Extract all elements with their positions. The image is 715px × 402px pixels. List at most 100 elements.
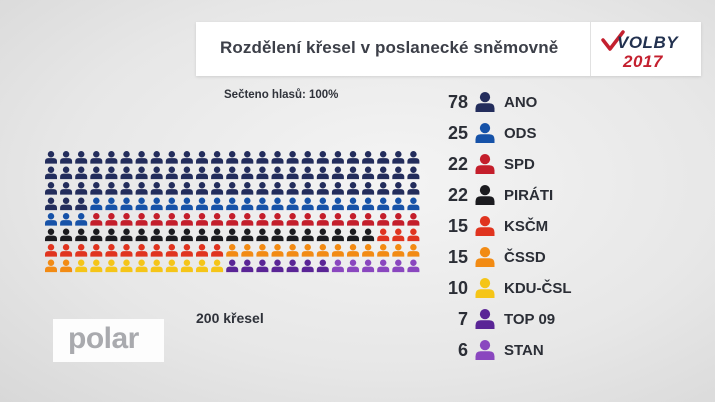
seat-icon-ano [45,197,57,211]
seat-icon-ano [75,151,88,164]
total-seats-label: 200 křesel [196,310,264,326]
person-icon [475,216,495,236]
legend-seat-count: 10 [447,278,468,298]
seat-icon-spd [271,213,284,226]
seat-icon-piráti [331,228,344,242]
seat-icon-čssd [256,244,269,257]
legend-seat-count: 7 [457,309,468,329]
legend-item: 22 SPD [432,152,692,183]
person-icon [475,309,495,329]
seat-icon-stan [331,259,344,273]
seat-icon-ano [135,182,148,195]
seat-icon-ods [377,197,390,211]
seat-icon-ano [75,197,88,211]
legend-person-glyph [475,247,495,267]
counted-votes-label: Sečteno hlasů: 100% [224,89,339,101]
legend-seat-count: 22 [447,185,468,205]
seat-icon-čssd [60,259,73,273]
legend-item: 25 ODS [432,121,692,152]
seat-icon-piráti [150,228,163,242]
seat-icon-ano [347,151,359,164]
seat-icon-ano [105,182,118,195]
seat-icon-ano [135,151,148,164]
seat-icon-spd [241,213,254,226]
seat-icon-spd [286,213,299,226]
seat-icon-ano [180,151,193,164]
seat-icon-ods [45,213,57,226]
seat-icon-ksčm [90,244,103,257]
seat-icon-ano [75,182,88,195]
seat-icon-kdu-čsl [75,259,88,273]
title-banner: Rozdělení křesel v poslanecké sněmovně V… [196,22,701,76]
checkmark-icon [601,30,625,51]
seat-icon-piráti [347,228,359,242]
seat-icon-ods [90,197,103,211]
seat-icon-ano [165,166,178,180]
seat-icon-ano [362,182,375,195]
seat-icon-ano [377,151,390,164]
seat-icon-ods [226,197,239,211]
logo-volby: VOLBY [617,33,679,52]
legend-item: 22 PIRÁTI [432,183,692,214]
legend-seat-count: 6 [457,340,468,360]
legend-item: 6 STAN [432,338,692,369]
seat-icon-top-09 [256,259,269,273]
seat-icon-ano [45,151,57,164]
seat-icon-ods [256,197,269,211]
legend-person-glyph [475,278,495,298]
seat-icon-piráti [316,228,329,242]
seat-icon-ano [256,182,269,195]
seat-icon-ods [301,197,314,211]
seat-icon-čssd [301,244,314,257]
seat-icon-spd [180,213,193,226]
seat-icon-ods [286,197,299,211]
legend-person-glyph [475,340,495,360]
seat-icon-piráti [241,228,254,242]
seat-icon-piráti [60,228,73,242]
seat-icon-kdu-čsl [165,259,178,273]
seat-icon-čssd [377,244,390,257]
seat-icon-ano [150,166,163,180]
legend-item: 7 TOP 09 [432,307,692,338]
seat-icon-čssd [347,244,359,257]
seat-icon-ods [347,197,359,211]
seat-icon-spd [377,213,390,226]
seat-icon-stan [362,259,375,273]
seat-icon-ods [180,197,193,211]
seat-icon-ods [60,213,73,226]
seat-icon-ksčm [120,244,133,257]
seat-icon-ano [196,182,208,195]
legend-seat-count: 25 [447,123,468,143]
seat-icon-ano [271,151,284,164]
seat-icon-ano [392,166,405,180]
seat-icon-čssd [316,244,329,257]
seat-icon-ods [271,197,284,211]
seat-icon-top-09 [316,259,329,273]
seat-icon-ano [211,151,224,164]
legend-person-glyph [475,309,495,329]
seat-icon-ksčm [392,228,405,242]
seat-icon-ksčm [196,244,208,257]
seat-icon-ano [45,166,57,180]
seat-icon-spd [135,213,148,226]
seat-icon-ano [271,166,284,180]
seat-icon-ksčm [180,244,193,257]
seat-icon-ods [392,197,405,211]
seat-icon-ano [286,182,299,195]
seat-icon-stan [377,259,390,273]
legend-item: 78 ANO [432,90,692,121]
seat-icon-ods [120,197,133,211]
seat-icon-ods [362,197,375,211]
seat-icon-spd [196,213,208,226]
seat-icon-piráti [196,228,208,242]
seat-icon-ano [407,151,420,164]
seat-icon-spd [347,213,359,226]
seat-icon-ksčm [60,244,73,257]
legend-party-name: ODS [504,125,537,142]
seat-icon-top-09 [241,259,254,273]
seat-icon-piráti [90,228,103,242]
seat-icon-ano [60,151,73,164]
seat-icon-čssd [241,244,254,257]
seat-icon-ano [196,166,208,180]
seat-icon-kdu-čsl [105,259,118,273]
